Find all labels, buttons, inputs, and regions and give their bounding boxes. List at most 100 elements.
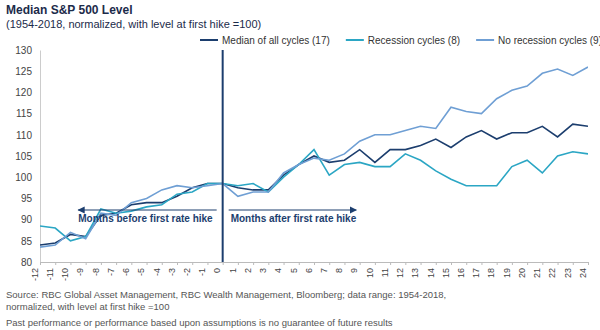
x-tick-mark: [451, 262, 452, 265]
x-tick-mark: [527, 262, 528, 265]
x-tick: 2: [243, 262, 254, 273]
series-line: [40, 124, 588, 245]
legend-swatch: [346, 39, 364, 41]
annotation-text: Months after first rate hike: [231, 213, 357, 224]
plot: 80859095100105110115120125130-12-11-10-9…: [15, 45, 588, 281]
y-tick: 110: [16, 130, 40, 141]
y-tick-label: 115: [16, 108, 32, 119]
legend-item: Recession cycles (8): [346, 35, 460, 46]
x-tick-mark: [360, 262, 361, 265]
x-tick-label: 1: [228, 268, 238, 273]
x-tick-mark: [147, 262, 148, 265]
y-tick-label: 80: [21, 257, 33, 268]
x-tick-label: 14: [426, 268, 436, 278]
x-tick-mark: [573, 262, 574, 265]
chart-svg: Median S&P 500 Level(1954-2018, normaliz…: [0, 0, 600, 330]
x-tick: 8: [334, 262, 345, 273]
legend-label: Recession cycles (8): [368, 35, 460, 46]
y-axis-line: [40, 51, 41, 263]
x-tick: 23: [563, 262, 574, 278]
x-tick: 21: [532, 262, 543, 278]
x-tick-mark: [344, 262, 345, 265]
series-line: [40, 150, 588, 241]
x-tick-mark: [40, 262, 41, 265]
legend-swatch: [476, 39, 494, 41]
x-tick-label: 16: [456, 268, 466, 278]
x-tick-mark: [162, 262, 163, 265]
x-tick-mark: [192, 262, 193, 265]
x-tick-label: -3: [167, 268, 177, 276]
legend-item: No recession cycles (9): [476, 35, 600, 46]
x-tick-mark: [405, 262, 406, 265]
x-tick-label: 21: [532, 268, 542, 278]
y-tick: 95: [21, 193, 40, 204]
x-tick-mark: [299, 262, 300, 265]
x-tick-mark: [86, 262, 87, 265]
x-tick-mark: [542, 262, 543, 265]
x-tick-mark: [268, 262, 269, 265]
source: normalized, with level at first hike =10…: [6, 301, 169, 312]
x-tick: -11: [45, 262, 56, 280]
x-tick: 24: [578, 262, 589, 278]
x-tick: 5: [289, 262, 300, 273]
x-tick: 3: [258, 262, 269, 273]
subtitle: (1954-2018, normalized, with level at fi…: [6, 18, 261, 30]
x-tick: -1: [197, 262, 208, 276]
legend-swatch: [200, 39, 218, 41]
y-tick-label: 110: [16, 130, 32, 141]
x-tick-mark: [314, 262, 315, 265]
x-tick-label: -12: [30, 268, 40, 281]
x-tick-label: 2: [243, 268, 253, 273]
x-tick-label: 4: [273, 268, 283, 273]
title: Median S&P 500 Level: [6, 3, 133, 17]
annotation-arrow: [78, 209, 216, 210]
x-tick: -9: [75, 262, 86, 276]
y-axis: 80859095100105110115120125130: [15, 45, 40, 268]
x-tick: -10: [60, 262, 71, 281]
x-tick-label: 23: [563, 268, 573, 278]
x-tick-label: 22: [547, 268, 557, 278]
x-tick-mark: [329, 262, 330, 265]
y-tick-label: 130: [15, 45, 32, 56]
x-tick-mark: [497, 262, 498, 265]
x-tick: 7: [319, 262, 330, 273]
y-tick-label: 100: [15, 172, 32, 183]
x-tick: -4: [152, 262, 163, 276]
x-tick: -3: [167, 262, 178, 276]
x-tick-mark: [421, 262, 422, 265]
x-tick-label: 3: [258, 268, 268, 273]
x-tick-label: -1: [197, 268, 207, 276]
annotations: Months before first rate hikeMonths afte…: [78, 50, 356, 262]
annotation-arrow: [229, 209, 357, 210]
note: Past performance or performance based up…: [6, 317, 393, 328]
y-tick: 120: [15, 87, 40, 98]
x-tick-label: 5: [289, 268, 299, 273]
y-tick-label: 95: [21, 193, 33, 204]
x-tick: 19: [502, 262, 513, 278]
x-tick-label: -10: [60, 268, 70, 281]
x-tick-label: -2: [182, 268, 192, 276]
x-tick-mark: [207, 262, 208, 265]
x-tick: -2: [182, 262, 193, 276]
x-axis: -12-11-10-9-8-7-6-5-4-3-2-10123456789101…: [30, 262, 589, 281]
x-tick-mark: [284, 262, 285, 265]
x-axis-line: [41, 263, 589, 266]
x-tick-label: -9: [75, 268, 85, 276]
x-tick-label: 0: [212, 268, 222, 273]
x-tick-mark: [512, 262, 513, 265]
x-tick: 15: [441, 262, 452, 278]
x-tick: -6: [121, 262, 132, 276]
x-tick: 13: [410, 262, 421, 278]
y-tick: 130: [15, 45, 40, 56]
lines: [40, 67, 588, 247]
x-tick: 10: [365, 262, 376, 278]
x-tick: 0: [212, 262, 223, 273]
rate-hike-line: [222, 50, 224, 262]
x-tick: 9: [349, 262, 360, 273]
y-tick: 85: [21, 236, 40, 247]
y-tick-label: 90: [21, 214, 33, 225]
x-tick-mark: [390, 262, 391, 265]
x-tick-label: -5: [136, 268, 146, 276]
x-tick: 12: [395, 262, 406, 278]
source: Source: RBC Global Asset Management, RBC…: [6, 289, 446, 300]
